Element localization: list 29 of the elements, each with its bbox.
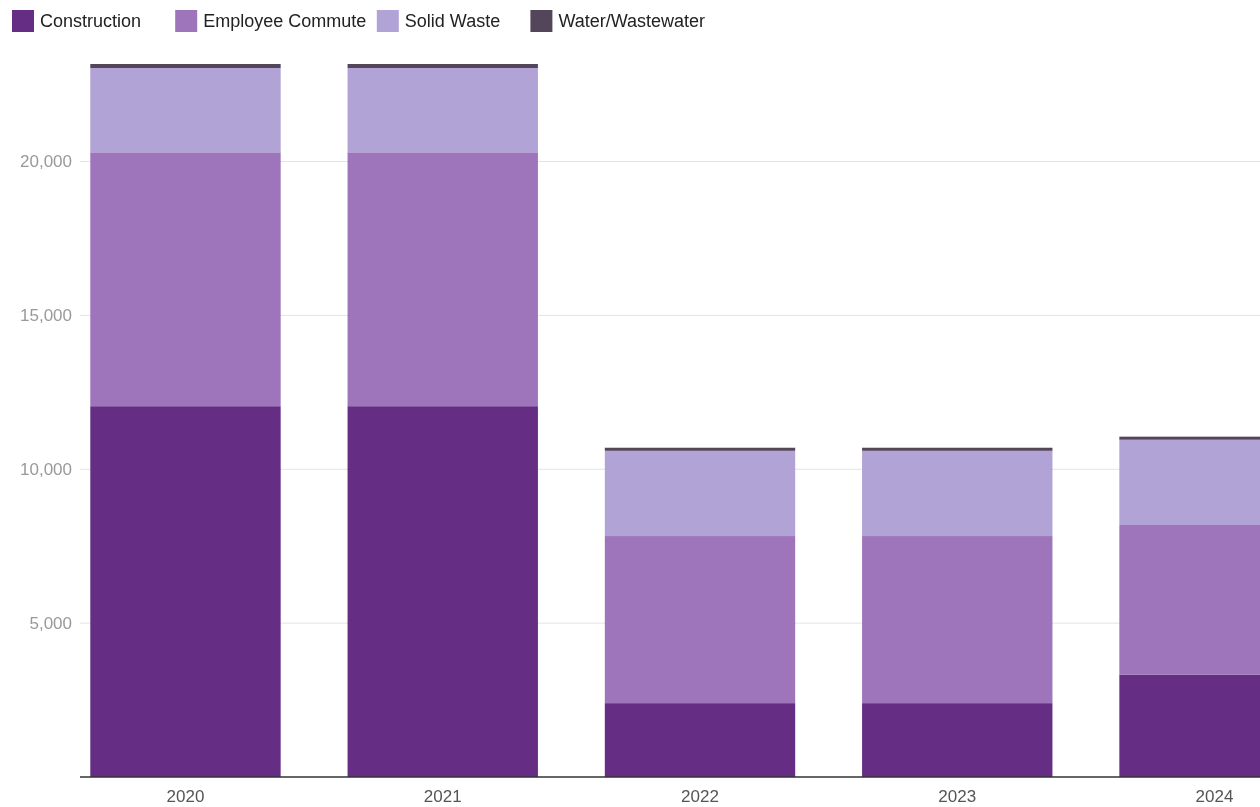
bar [604, 536, 796, 704]
x-tick-label: 2024 [1195, 787, 1234, 806]
bar [862, 703, 1053, 777]
bar [862, 447, 1053, 451]
bar [604, 703, 796, 777]
legend-label: Construction [40, 11, 142, 31]
bar [862, 536, 1053, 704]
x-tick-label: 2020 [166, 787, 205, 806]
y-tick-label: 5,000 [29, 614, 72, 634]
x-tick-label: 2022 [681, 787, 719, 806]
legend-label: Solid Waste [404, 11, 501, 31]
bar [862, 450, 1053, 537]
bar [347, 152, 538, 407]
bar [90, 406, 281, 777]
y-tick-label: 20,000 [20, 152, 72, 172]
bar [347, 68, 538, 153]
bar [90, 64, 281, 68]
bar [604, 450, 796, 537]
x-tick-label: 2023 [938, 787, 977, 806]
y-tick-label: 15,000 [20, 306, 72, 326]
x-tick-label: 2021 [423, 787, 462, 806]
bar [90, 68, 281, 153]
bar [347, 64, 538, 68]
bar [604, 447, 796, 451]
y-tick-label: 10,000 [20, 460, 72, 480]
bar [90, 152, 281, 407]
legend-label: Water/Wastewater [558, 11, 706, 31]
legend-label: Employee Commute [203, 11, 367, 31]
bar [347, 406, 538, 777]
